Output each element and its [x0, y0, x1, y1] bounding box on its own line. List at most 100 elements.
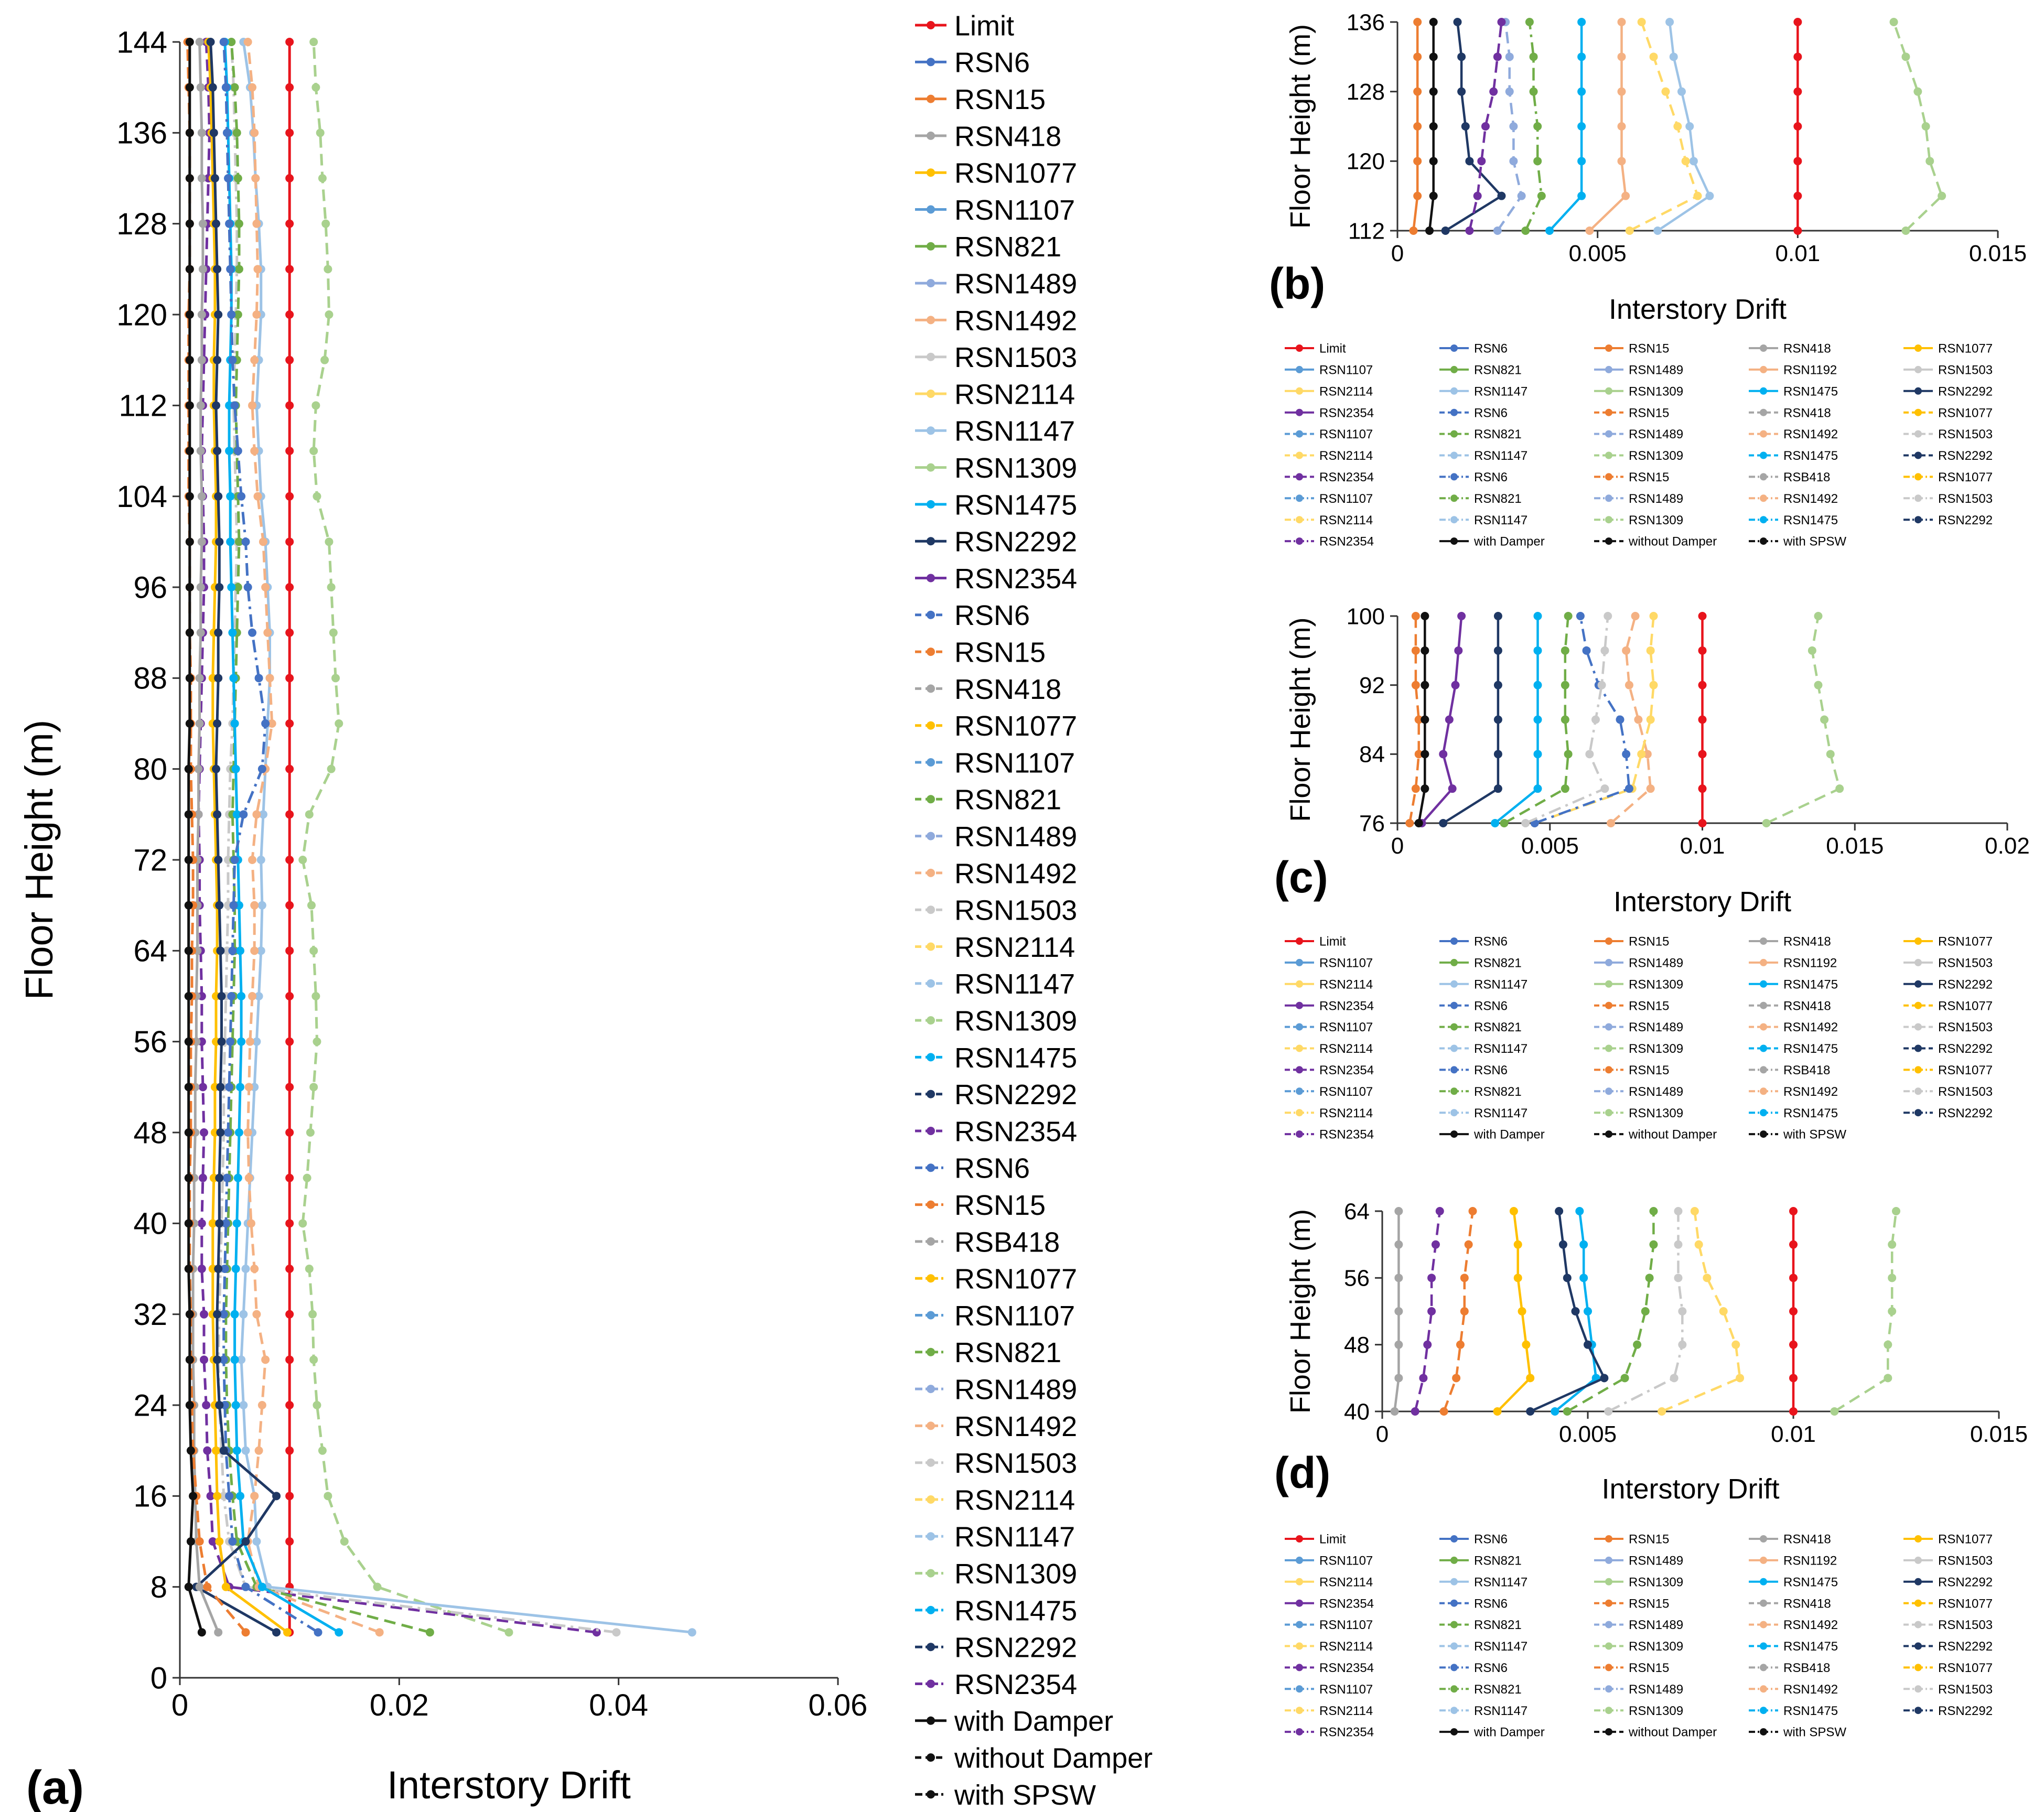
legend-marker: [927, 426, 935, 435]
legend-label: RSN418: [954, 674, 1061, 705]
x-tick-label: 0.015: [1826, 833, 1884, 859]
legend-marker: [1914, 1087, 1922, 1095]
data-point: [1509, 122, 1518, 131]
x-tick-label: 0: [1391, 833, 1404, 859]
legend-marker: [927, 537, 935, 546]
data-point: [241, 1537, 250, 1546]
legend-entry: RSN15: [1594, 470, 1669, 484]
legend-entry: RSB418: [1749, 470, 1830, 484]
legend-marker: [1914, 451, 1922, 459]
data-point: [213, 1492, 222, 1501]
data-point: [1634, 715, 1643, 724]
data-point: [1533, 612, 1542, 620]
legend-marker: [1450, 494, 1458, 502]
data-point: [189, 1492, 198, 1501]
data-point: [197, 1265, 206, 1273]
legend-entry: RSN2292: [1903, 1704, 1993, 1718]
data-point: [213, 810, 222, 819]
legend-label: RSN2114: [1319, 1704, 1373, 1718]
data-point: [184, 1582, 193, 1591]
data-point: [325, 310, 334, 319]
legend-marker: [1605, 1001, 1612, 1009]
legend-label: RSN1107: [1319, 1085, 1373, 1099]
legend-entry: RSN821: [915, 784, 1061, 816]
data-point: [196, 401, 205, 410]
data-point: [184, 764, 193, 773]
data-point: [228, 946, 237, 955]
data-point: [1413, 87, 1422, 96]
legend-entry: RSN6: [1439, 342, 1508, 356]
data-point: [1429, 18, 1438, 26]
data-point: [214, 1265, 223, 1273]
y-axis-title: Floor Height (m): [17, 720, 61, 1000]
data-point: [285, 583, 294, 591]
y-tick-label: 0: [150, 1661, 167, 1695]
data-point: [1901, 52, 1910, 61]
data-point: [1579, 1240, 1588, 1249]
legend-entry: RSN2114: [1285, 1106, 1373, 1120]
legend-entry: RSN6: [915, 1153, 1030, 1184]
legend-label: RSN1192: [1783, 363, 1837, 378]
data-point: [1500, 819, 1509, 827]
data-point: [1674, 1207, 1683, 1215]
data-point: [226, 537, 235, 546]
legend-entry: RSN1077: [1903, 1533, 1993, 1547]
data-point: [1888, 1240, 1897, 1249]
data-point: [214, 856, 223, 864]
panel-label: (d): [1274, 1448, 1330, 1497]
legend-marker: [1914, 408, 1922, 416]
data-point: [285, 628, 294, 637]
panel-label: (c): [1274, 853, 1328, 902]
legend-label: RSN1489: [1629, 1554, 1683, 1568]
series-rsn1309: [298, 38, 513, 1637]
data-point: [504, 1628, 513, 1637]
legend-marker: [1914, 430, 1922, 438]
data-point: [329, 628, 338, 637]
data-point: [1517, 191, 1526, 200]
data-point: [1419, 1374, 1428, 1383]
legend-label: RSN6: [954, 1153, 1030, 1184]
data-point: [425, 1628, 434, 1637]
legend-label: RSN2114: [1319, 384, 1373, 398]
legend-label: RSN1309: [954, 1006, 1077, 1037]
legend-entry: RSN1077: [1903, 1063, 1993, 1077]
data-point: [250, 1492, 259, 1501]
data-point: [298, 856, 307, 864]
legend-marker: [927, 131, 935, 140]
legend-entry: RSN15: [1594, 1063, 1669, 1077]
legend-marker: [1605, 937, 1612, 945]
legend-marker: [927, 21, 935, 29]
legend-entry: RSN1192: [1749, 363, 1837, 378]
data-point: [228, 628, 237, 637]
legend-entry: RSN2354: [1285, 1128, 1374, 1142]
data-point: [1493, 612, 1502, 620]
data-point: [1579, 1274, 1588, 1282]
legend-label: RSN6: [1474, 1661, 1508, 1675]
data-point: [226, 1037, 235, 1046]
data-point: [1901, 226, 1910, 235]
data-point: [226, 492, 235, 501]
legend-marker: [1296, 1535, 1303, 1543]
x-tick-label: 0.04: [589, 1688, 648, 1722]
legend-label: RSN1077: [1938, 342, 1993, 356]
legend-marker: [927, 1016, 935, 1025]
data-point: [248, 992, 257, 1000]
legend-label: Limit: [1319, 1533, 1346, 1547]
data-point: [687, 1628, 696, 1637]
y-tick-label: 72: [133, 843, 167, 877]
data-point: [194, 764, 203, 773]
data-point: [1625, 226, 1634, 235]
legend-entry: RSN1475: [1749, 1575, 1838, 1589]
data-point: [1394, 1207, 1403, 1215]
data-point: [285, 492, 294, 501]
data-point: [1621, 191, 1630, 200]
data-point: [1460, 1307, 1469, 1315]
legend-marker: [1605, 1599, 1612, 1607]
data-point: [246, 1219, 255, 1228]
data-point: [1653, 226, 1662, 235]
legend-marker: [1450, 1664, 1458, 1671]
series-line: [1766, 616, 1841, 825]
series-rsn418: [1390, 1207, 1403, 1416]
legend-label: RSN2354: [1319, 1128, 1374, 1142]
data-point: [285, 447, 294, 455]
